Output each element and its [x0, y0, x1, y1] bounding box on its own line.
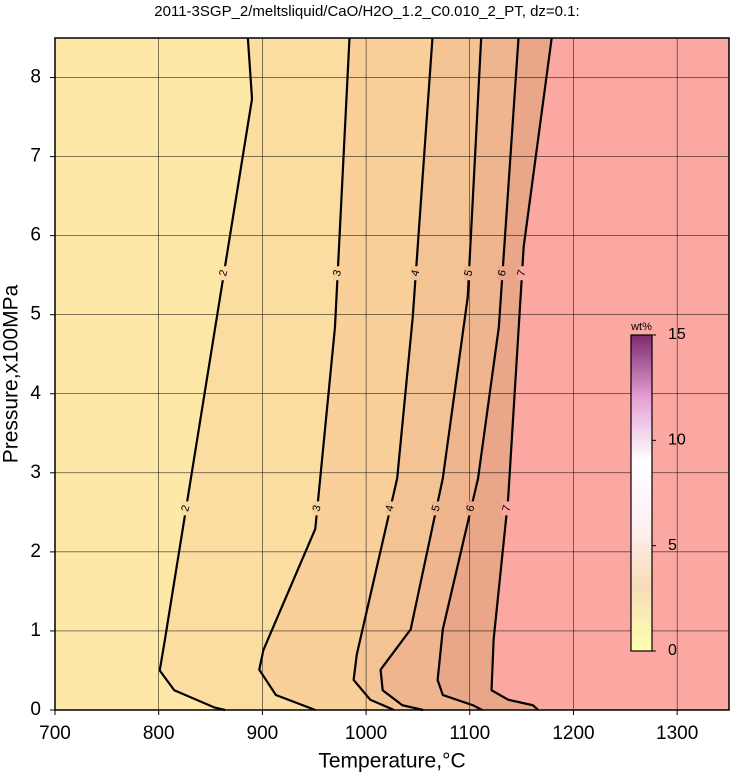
contour-label: 4 — [384, 504, 397, 513]
contour-label: 4 — [409, 269, 422, 278]
y-tick-label: 1 — [30, 620, 41, 641]
contour-label-bg — [312, 501, 323, 516]
contour-line — [258, 37, 351, 712]
y-tick-label: 6 — [30, 225, 41, 246]
x-tick-label: 1000 — [345, 723, 387, 744]
colorbar-label: wt% — [630, 321, 652, 333]
y-tick-label: 4 — [30, 383, 41, 404]
contour-label: 6 — [496, 269, 509, 278]
colorbar-tick-label: 0 — [668, 642, 677, 659]
x-axis-label: Temperature,°C — [318, 750, 465, 773]
colorbar-tick-label: 10 — [668, 432, 686, 449]
y-tick-label: 7 — [30, 146, 41, 167]
contour-label-bg — [497, 266, 508, 281]
x-tick-label: 800 — [143, 723, 175, 744]
contour-line — [158, 37, 254, 712]
y-tick-label: 2 — [30, 541, 41, 562]
contour-label: 6 — [464, 504, 477, 513]
contour-label-bg — [502, 501, 513, 516]
x-tick-label: 900 — [247, 723, 279, 744]
contour-label: 3 — [311, 504, 324, 513]
contour-label-bg — [466, 501, 477, 516]
y-tick-label: 5 — [30, 304, 41, 325]
y-tick-label: 3 — [30, 462, 41, 483]
colorbar-tick-label: 5 — [668, 537, 677, 554]
contour-label: 5 — [462, 269, 475, 278]
contour-region — [491, 38, 729, 710]
plot-frame — [54, 37, 730, 711]
contour-label-bg — [332, 266, 343, 281]
colorbar — [630, 334, 653, 652]
y-tick-label: 0 — [30, 699, 41, 720]
colorbar-tick-label: 15 — [668, 326, 686, 343]
contour-line — [436, 37, 520, 711]
y-tick-label: 8 — [30, 67, 41, 88]
chart-title: 2011-3SGP_2/meltsliquid/CaO/H2O_1.2_C0.0… — [154, 3, 579, 20]
contour-label-bg — [517, 266, 528, 281]
contour-label-bg — [181, 501, 192, 516]
contour-label: 7 — [515, 269, 528, 278]
contour-line — [379, 37, 483, 712]
contour-label: 2 — [179, 504, 192, 513]
contour-label-bg — [218, 266, 229, 281]
contour-label-bg — [410, 266, 421, 281]
contour-line — [352, 37, 434, 712]
x-tick-label: 700 — [39, 723, 71, 744]
contour-label: 5 — [430, 504, 443, 513]
contour-label: 3 — [331, 269, 344, 278]
contour-label: 7 — [500, 504, 513, 513]
y-axis-label: Pressure,x100MPa — [0, 284, 23, 463]
contour-label-bg — [385, 501, 396, 516]
contour-label: 2 — [217, 269, 230, 278]
x-tick-label: 1100 — [449, 723, 490, 744]
contour-label-bg — [431, 501, 442, 516]
contour-line — [490, 37, 553, 711]
x-tick-label: 1300 — [656, 723, 698, 744]
x-tick-label: 1200 — [552, 723, 594, 744]
contour-label-bg — [463, 266, 474, 281]
